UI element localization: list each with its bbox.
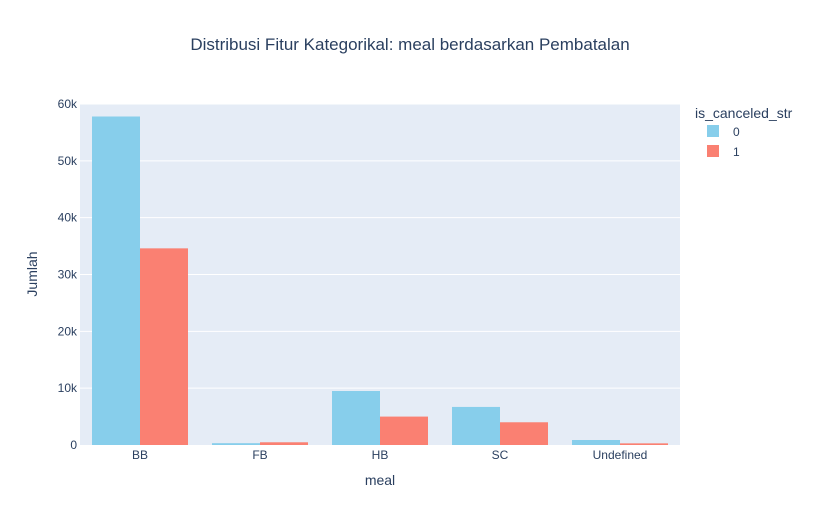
bar-fb-series-1[interactable] — [260, 442, 308, 445]
y-tick-label: 30k — [58, 268, 78, 282]
bars[interactable] — [92, 116, 668, 446]
legend-swatch-1[interactable] — [707, 145, 719, 157]
y-axis-title: Jumlah — [24, 251, 40, 296]
x-axis-title: meal — [365, 472, 395, 488]
x-axis-ticks: BB FB HB SC Undefined — [132, 448, 647, 462]
legend[interactable]: is_canceled_str 01 — [695, 105, 793, 159]
legend-label-0[interactable]: 0 — [733, 125, 740, 139]
x-tick-label: HB — [372, 448, 389, 462]
legend-title: is_canceled_str — [695, 105, 793, 121]
bar-sc-series-1[interactable] — [500, 422, 548, 445]
legend-label-1[interactable]: 1 — [733, 145, 740, 159]
bar-undefined-series-0[interactable] — [572, 439, 620, 445]
y-tick-label: 20k — [58, 324, 78, 338]
bar-hb-series-0[interactable] — [332, 391, 380, 445]
y-tick-label: 50k — [58, 154, 78, 168]
legend-swatch-0[interactable] — [707, 125, 719, 137]
y-tick-label: 40k — [58, 211, 78, 225]
chart-title: Distribusi Fitur Kategorikal: meal berda… — [190, 35, 629, 54]
x-tick-label: SC — [492, 448, 509, 462]
x-tick-label: BB — [132, 448, 148, 462]
bar-bb-series-0[interactable] — [92, 116, 140, 446]
bar-undefined-series-1[interactable] — [620, 443, 668, 445]
x-tick-label: FB — [252, 448, 267, 462]
y-tick-label: 60k — [58, 97, 78, 111]
bar-bb-series-1[interactable] — [140, 248, 188, 445]
y-axis-ticks: 0 10k 20k 30k 40k 50k 60k — [58, 97, 78, 452]
y-tick-label: 0 — [70, 438, 77, 452]
bar-fb-series-0[interactable] — [212, 443, 260, 445]
legend-items[interactable]: 01 — [707, 125, 740, 159]
bar-hb-series-1[interactable] — [380, 416, 428, 445]
bar-sc-series-0[interactable] — [452, 406, 500, 445]
x-tick-label: Undefined — [593, 448, 648, 462]
y-tick-label: 10k — [58, 381, 78, 395]
